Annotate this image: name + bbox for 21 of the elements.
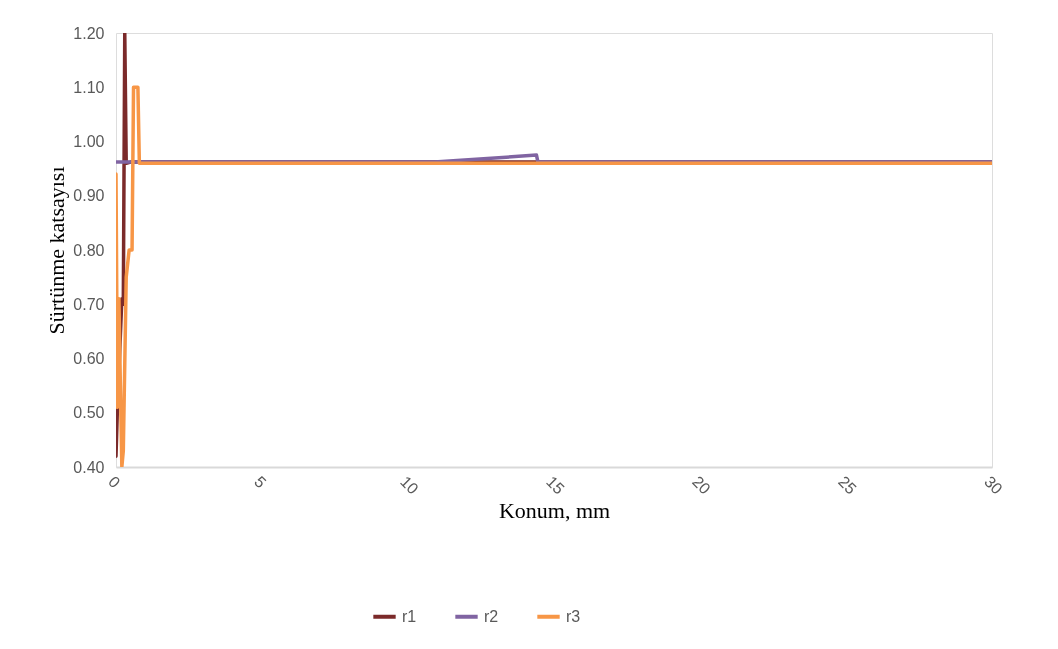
legend-label: r2: [484, 607, 499, 625]
y-tick-label: 1.00: [73, 133, 105, 150]
y-tick-label: 0.40: [73, 458, 105, 476]
y-tick-label: 0.70: [73, 295, 105, 313]
x-tick-label: 25: [835, 472, 860, 498]
y-tick-label: 0.50: [73, 404, 105, 422]
x-axis-title: Konum, mm: [498, 498, 611, 524]
legend-label: r1: [402, 607, 417, 625]
y-tick-label: 0.80: [73, 241, 105, 259]
x-tick-label: 0: [105, 472, 124, 492]
x-tick-label: 10: [397, 472, 422, 498]
x-tick-label: 15: [543, 472, 568, 498]
y-tick-label: 1.10: [73, 78, 105, 96]
legend-label: r3: [566, 607, 581, 625]
x-tick-label: 30: [981, 472, 1006, 498]
y-tick-label: 0.60: [73, 350, 105, 367]
x-tick-label: 20: [689, 472, 714, 498]
y-axis-title: Sürtünme katsayısı: [44, 166, 70, 335]
y-tick-label: 1.20: [73, 24, 105, 42]
x-tick-label: 5: [251, 472, 270, 492]
y-tick-label: 0.90: [73, 187, 105, 205]
